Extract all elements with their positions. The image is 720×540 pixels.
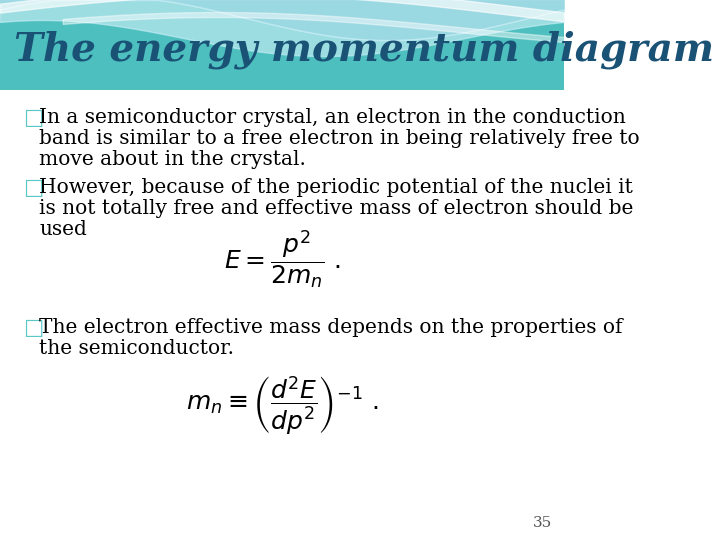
- Text: The energy momentum diagram: The energy momentum diagram: [14, 31, 714, 69]
- Text: In a semiconductor crystal, an electron in the conduction: In a semiconductor crystal, an electron …: [39, 108, 626, 127]
- Text: $m_n \equiv \left(\dfrac{d^2E}{dp^2}\right)^{-1}\ .$: $m_n \equiv \left(\dfrac{d^2E}{dp^2}\rig…: [186, 375, 378, 437]
- Text: used: used: [39, 220, 87, 239]
- Text: move about in the crystal.: move about in the crystal.: [39, 150, 306, 169]
- Text: □: □: [24, 108, 44, 128]
- Text: is not totally free and effective mass of electron should be: is not totally free and effective mass o…: [39, 199, 634, 218]
- Text: the semiconductor.: the semiconductor.: [39, 339, 234, 358]
- Text: □: □: [24, 318, 44, 338]
- Text: □: □: [24, 178, 44, 198]
- Text: The electron effective mass depends on the properties of: The electron effective mass depends on t…: [39, 318, 623, 337]
- FancyBboxPatch shape: [0, 0, 564, 90]
- Text: $E = \dfrac{p^2}{2m_n}\ .$: $E = \dfrac{p^2}{2m_n}\ .$: [223, 229, 341, 291]
- Text: band is similar to a free electron in being relatively free to: band is similar to a free electron in be…: [39, 129, 640, 148]
- Text: 35: 35: [533, 516, 552, 530]
- Text: However, because of the periodic potential of the nuclei it: However, because of the periodic potenti…: [39, 178, 633, 197]
